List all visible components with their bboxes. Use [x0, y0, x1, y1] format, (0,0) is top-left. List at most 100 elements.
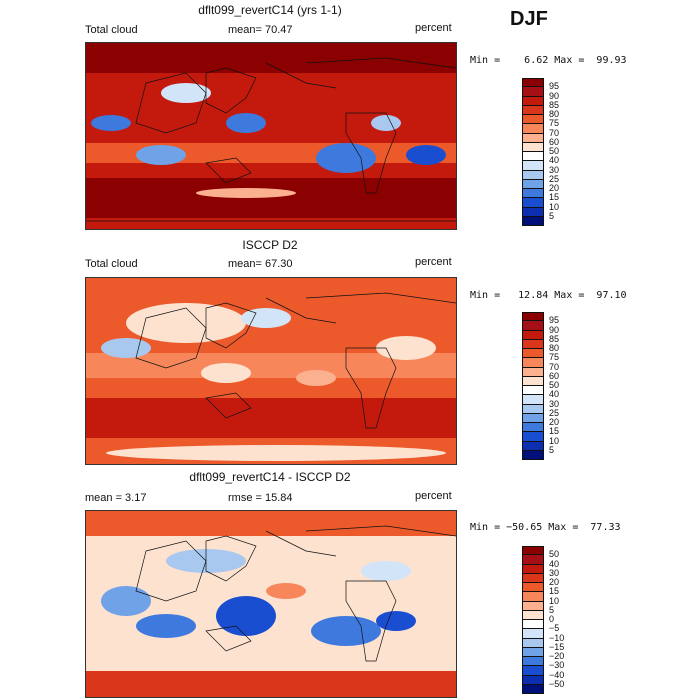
colorbar-swatch [522, 142, 544, 152]
colorbar-label: 80 [549, 109, 560, 119]
colorbar-swatch [522, 629, 544, 639]
colorbar-label: −20 [549, 651, 565, 661]
colorbar-swatch [522, 675, 544, 685]
colorbar-swatch [522, 546, 544, 556]
colorbar-label: 30 [549, 398, 560, 409]
colorbar-label: 5 [549, 210, 555, 221]
panel3-map [85, 510, 457, 698]
colorbar-label: −30 [549, 660, 565, 671]
colorbar-swatch [522, 404, 544, 414]
panel1-title: dflt099_revertC14 (yrs 1-1) [198, 3, 342, 17]
panel2-units: percent [415, 256, 452, 268]
colorbar-swatch [522, 441, 544, 451]
colorbar-label: 40 [549, 155, 560, 166]
colorbar-label: 60 [549, 136, 560, 147]
colorbar-swatch [522, 115, 544, 125]
colorbar-swatch [522, 312, 544, 322]
colorbar-swatch [522, 189, 544, 199]
colorbar-swatch [522, 564, 544, 574]
season-label: DJF [510, 8, 548, 30]
colorbar-swatch [522, 339, 544, 349]
colorbar-swatch [522, 423, 544, 433]
colorbar-swatch [522, 583, 544, 593]
colorbar-swatch [522, 87, 544, 97]
colorbar-label: 85 [549, 99, 560, 110]
panel3-map-svg [86, 511, 456, 697]
colorbar-swatch [522, 78, 544, 88]
colorbar-swatch [522, 610, 544, 620]
colorbar-label: 10 [549, 435, 560, 446]
colorbar-label: 40 [549, 558, 560, 569]
colorbar-swatch [522, 601, 544, 611]
panel1-units: percent [415, 22, 452, 34]
colorbar-swatch [522, 620, 544, 630]
colorbar-swatch [522, 330, 544, 340]
panel3-colorbar: 50 40 30 20 15 10 5 0 −5 −10 −15 −20 −30 −40 −50 [522, 546, 564, 694]
panel1-map [85, 42, 457, 230]
colorbar-label: −50 [549, 678, 565, 689]
colorbar-label: 25 [549, 173, 560, 184]
colorbar-label: 50 [549, 146, 560, 156]
colorbar-label: 20 [549, 417, 560, 427]
panel2-title: ISCCP D2 [242, 238, 298, 252]
colorbar-label: 85 [549, 333, 560, 344]
colorbar-swatch [522, 179, 544, 189]
colorbar-label: 75 [549, 118, 560, 129]
colorbar-label: 50 [549, 549, 560, 560]
colorbar-label: 20 [549, 183, 560, 193]
colorbar-label: 25 [549, 407, 560, 418]
colorbar-swatch [522, 638, 544, 648]
colorbar-swatch [522, 657, 544, 667]
colorbar-swatch [522, 666, 544, 676]
colorbar-label: 5 [549, 604, 555, 615]
colorbar-label: 95 [549, 81, 560, 92]
colorbar-label: −40 [549, 669, 565, 680]
panel2-colorbar: 95 90 85 80 75 70 60 50 40 30 25 20 15 10 5 [522, 312, 559, 460]
colorbar-label: 80 [549, 343, 560, 353]
colorbar-swatch [522, 376, 544, 386]
colorbar-swatch [522, 647, 544, 657]
colorbar-swatch [522, 386, 544, 396]
colorbar-swatch [522, 105, 544, 115]
panel3-left-label: mean = 3.17 [85, 492, 147, 504]
colorbar-label: 50 [549, 380, 560, 390]
colorbar-swatch [522, 161, 544, 171]
colorbar-label: 20 [549, 577, 560, 587]
colorbar-swatch [522, 358, 544, 368]
colorbar-swatch [522, 170, 544, 180]
panel1-colorbar: 95 90 85 80 75 70 60 50 40 30 25 20 15 10 5 [522, 78, 559, 226]
panel3-rmse: rmse = 15.84 [228, 492, 293, 504]
panel1-map-svg [86, 43, 456, 229]
colorbar-swatch [522, 573, 544, 583]
colorbar-label: 60 [549, 370, 560, 381]
colorbar-swatch [522, 555, 544, 565]
panel2-minmax: Min = 12.84 Max = 97.10 [470, 290, 627, 301]
colorbar-label: 15 [549, 586, 560, 597]
panel1-left-label: Total cloud [85, 24, 138, 36]
colorbar-label: 30 [549, 164, 560, 175]
colorbar-swatch [522, 124, 544, 134]
colorbar-label: 70 [549, 127, 560, 138]
panel2-map-svg [86, 278, 456, 464]
colorbar-label: 90 [549, 324, 560, 335]
colorbar-label: 15 [549, 426, 560, 437]
colorbar-swatch [522, 432, 544, 442]
colorbar-frame [522, 312, 544, 460]
colorbar-label: 30 [549, 567, 560, 578]
colorbar-swatch [522, 207, 544, 217]
panel2-mean: mean= 67.30 [228, 258, 293, 270]
colorbar-label: −5 [549, 623, 560, 634]
colorbar-swatch [522, 367, 544, 377]
colorbar-label: 15 [549, 192, 560, 203]
colorbar-swatch [522, 349, 544, 359]
panel3-units: percent [415, 490, 452, 502]
colorbar-label: 40 [549, 389, 560, 400]
colorbar-label: 0 [549, 614, 555, 624]
colorbar-frame [522, 78, 544, 226]
panel1-minmax: Min = 6.62 Max = 99.93 [470, 55, 627, 66]
panel2-map [85, 277, 457, 465]
panel1-mean: mean= 70.47 [228, 24, 293, 36]
colorbar-swatch [522, 321, 544, 331]
colorbar-label: −10 [549, 632, 565, 643]
colorbar-label: 5 [549, 444, 555, 455]
